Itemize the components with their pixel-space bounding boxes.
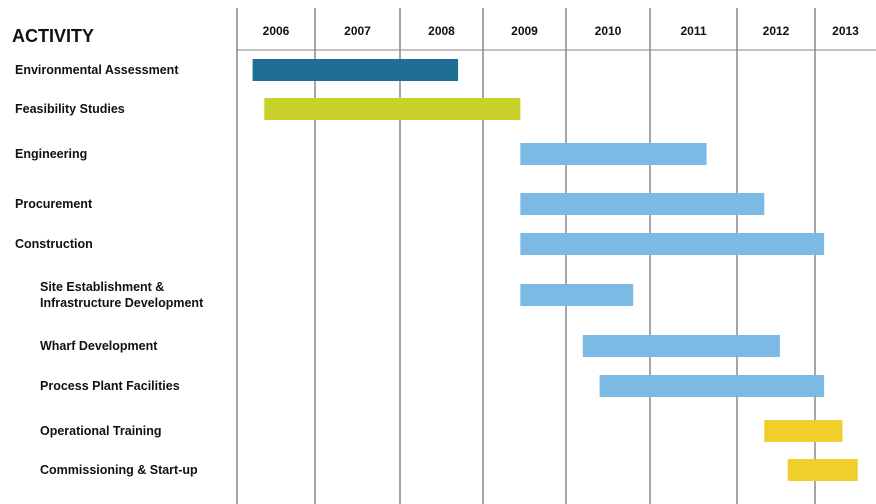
task-bar xyxy=(787,459,858,481)
task-bar xyxy=(599,375,825,397)
year-label-2013: 2013 xyxy=(832,24,859,38)
activity-label: Engineering xyxy=(15,147,88,161)
task-bar xyxy=(520,284,634,306)
task-bar xyxy=(520,143,707,165)
task-bar xyxy=(252,59,459,81)
activity-label: Feasibility Studies xyxy=(15,102,125,116)
activity-label: Environmental Assessment xyxy=(15,63,179,77)
year-label-2011: 2011 xyxy=(680,24,706,38)
activity-label: Wharf Development xyxy=(40,339,158,353)
task-bar xyxy=(264,98,521,120)
activity-label: Construction xyxy=(15,237,93,251)
year-label-2008: 2008 xyxy=(428,24,455,38)
year-label-2009: 2009 xyxy=(511,24,538,38)
task-bar xyxy=(520,233,825,255)
activity-label: Site Establishment & Infrastructure Deve… xyxy=(40,280,204,310)
year-label-2006: 2006 xyxy=(263,24,290,38)
year-label-2012: 2012 xyxy=(763,24,790,38)
task-bar xyxy=(520,193,765,215)
year-label-2010: 2010 xyxy=(595,24,622,38)
activity-header: ACTIVITY xyxy=(12,26,95,46)
activity-label: Process Plant Facilities xyxy=(40,379,180,393)
activity-label: Operational Training xyxy=(40,424,162,438)
task-bar xyxy=(764,420,843,442)
activity-label: Procurement xyxy=(15,197,93,211)
year-label-2007: 2007 xyxy=(344,24,371,38)
task-bar xyxy=(582,335,780,357)
activity-label: Commissioning & Start-up xyxy=(40,463,198,477)
